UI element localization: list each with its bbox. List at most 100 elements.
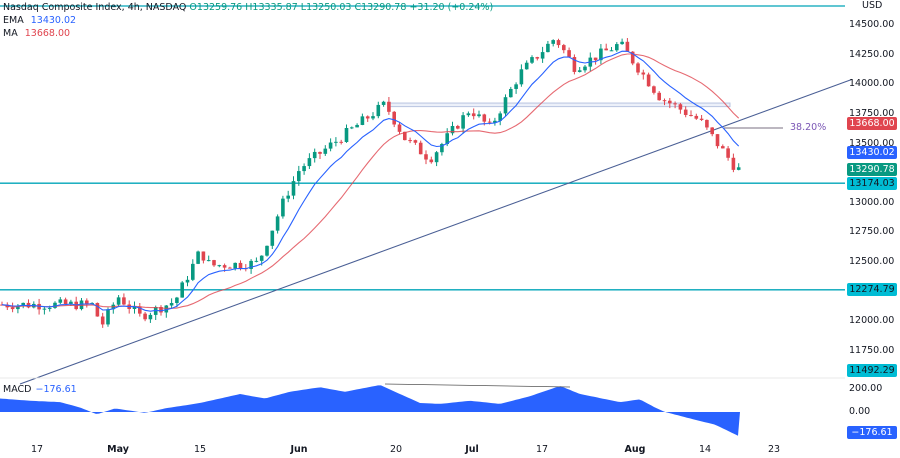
candle-down	[705, 119, 709, 128]
macd-tick: 200.00	[849, 383, 883, 394]
candle-down	[673, 103, 677, 105]
candle-up	[440, 144, 444, 153]
candle-down	[593, 57, 598, 61]
candle-down	[487, 121, 492, 123]
candle-down	[625, 41, 630, 52]
ema-legend[interactable]: EMA 13430.02	[3, 14, 493, 27]
price-tick: 14500.00	[849, 19, 895, 30]
candle-down	[535, 57, 540, 59]
candle-up	[286, 195, 290, 199]
macd-price-tag: −176.61	[847, 426, 897, 439]
macd-histogram-area	[0, 385, 740, 436]
candle-down	[715, 134, 720, 147]
candle-up	[53, 302, 57, 308]
candle-up	[519, 69, 524, 85]
candle-down	[668, 100, 672, 104]
candle-up	[615, 44, 619, 51]
candle-up	[445, 133, 449, 145]
candle-up	[180, 282, 184, 298]
ma-line	[1, 53, 740, 309]
candle-down	[646, 74, 651, 87]
macd-divergence-line	[384, 383, 571, 388]
candle-down	[694, 115, 699, 119]
candle-up	[58, 299, 63, 303]
candle-up	[281, 198, 285, 217]
candle-down	[429, 159, 434, 163]
close-price-tag: 13290.78	[847, 163, 897, 176]
candle-up	[503, 97, 508, 114]
candle-down	[689, 114, 693, 116]
candle-up	[493, 120, 497, 123]
candle-down	[562, 45, 566, 51]
candle-down	[424, 154, 428, 160]
candle-up	[620, 41, 624, 45]
candle-down	[683, 109, 688, 115]
time-tick: Jun	[290, 444, 308, 455]
candle-down	[387, 101, 391, 112]
candle-up	[69, 301, 73, 305]
candle-up	[302, 166, 306, 172]
high-value: H13335.87	[245, 2, 298, 13]
candle-down	[392, 111, 396, 125]
candle-up	[540, 52, 545, 59]
candle-up	[191, 263, 195, 280]
candle-up	[450, 126, 455, 134]
price-tick: 11750.00	[849, 345, 895, 356]
support-price-tag: 13174.03	[847, 177, 897, 190]
price-tick: 12000.00	[849, 315, 895, 326]
candle-up	[323, 148, 328, 154]
currency-label[interactable]: USD	[858, 0, 887, 11]
candle-down	[238, 262, 243, 269]
price-tick: 14000.00	[849, 78, 895, 89]
candle-up	[334, 141, 338, 143]
candle-down	[10, 307, 15, 310]
candle-down	[63, 299, 68, 305]
candle-up	[116, 297, 121, 305]
ema-price-tag: 13430.02	[847, 146, 897, 159]
time-tick: May	[107, 444, 129, 455]
price-tick: 12750.00	[849, 226, 895, 237]
low-value: L13250.03	[300, 2, 352, 13]
candle-up	[461, 115, 465, 129]
candle-down	[100, 316, 105, 325]
time-tick: 14	[698, 444, 712, 455]
candle-up	[546, 43, 550, 53]
candle-down	[318, 151, 322, 154]
candle-down	[699, 118, 704, 120]
candle-up	[164, 305, 169, 313]
candle-up	[498, 113, 502, 121]
trendline	[19, 78, 853, 385]
time-tick: Jul	[465, 444, 479, 455]
candle-down	[95, 302, 100, 317]
candle-up	[217, 265, 222, 267]
candle-up	[509, 88, 513, 98]
ema-label: EMA	[3, 15, 24, 26]
candle-up	[275, 216, 280, 231]
candle-down	[159, 307, 163, 313]
candle-up	[736, 167, 741, 170]
candle-down	[228, 267, 232, 269]
candle-up	[355, 124, 359, 128]
candle-up	[466, 113, 471, 116]
macd-tick: 0.00	[849, 406, 871, 417]
open-value: O13259.76	[189, 2, 243, 13]
candle-up	[371, 116, 375, 119]
chart-legend: Nasdaq Composite Index, 4h, NASDAQ O1325…	[3, 1, 493, 40]
ma-legend[interactable]: MA 13668.00	[3, 27, 493, 40]
candle-down	[636, 63, 640, 73]
candle-down	[572, 57, 577, 72]
macd-label: MACD	[3, 384, 32, 395]
bottom-price-tag: 11492.29	[847, 364, 897, 377]
change-value: +31.20 (+0.24%)	[409, 2, 494, 13]
candle-up	[609, 50, 614, 52]
candle-up	[233, 262, 237, 269]
candle-down	[721, 146, 725, 149]
candle-up	[312, 151, 317, 159]
macd-legend[interactable]: MACD −176.61	[3, 384, 77, 395]
candle-up	[106, 309, 110, 325]
candle-down	[418, 142, 423, 155]
candle-up	[434, 152, 439, 163]
price-tick: 13500.00	[849, 138, 895, 149]
ema-value: 13430.02	[30, 15, 77, 26]
